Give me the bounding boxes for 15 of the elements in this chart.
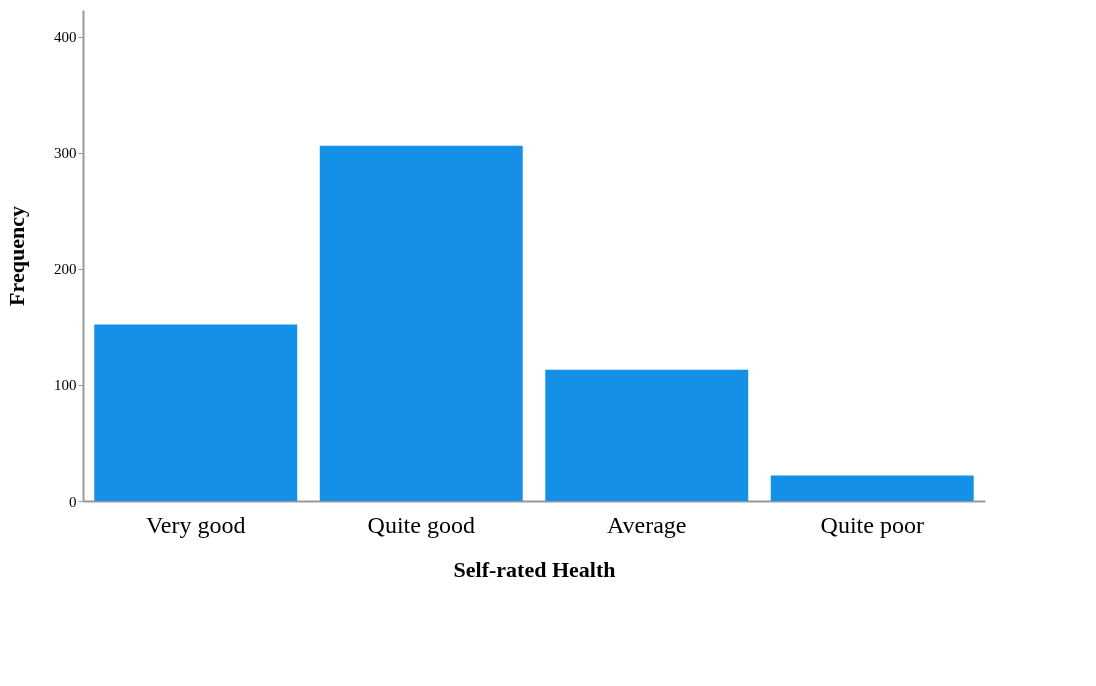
bar	[770, 475, 974, 501]
x-tick-label: Average	[607, 511, 687, 538]
y-axis-title: Frequency	[4, 206, 29, 306]
y-tick-label: 400	[54, 29, 77, 46]
x-tick-label: Quite good	[367, 511, 475, 538]
x-tick-label: Quite poor	[820, 511, 924, 538]
y-tick-label: 0	[69, 493, 77, 510]
bar	[94, 324, 298, 501]
y-tick-label: 200	[54, 261, 77, 278]
bar	[319, 145, 523, 501]
x-axis-title: Self-rated Health	[453, 556, 616, 582]
y-tick-label: 100	[54, 377, 77, 394]
x-tick-label: Very good	[146, 511, 246, 538]
bar	[545, 369, 749, 501]
y-tick-label: 300	[54, 145, 77, 162]
